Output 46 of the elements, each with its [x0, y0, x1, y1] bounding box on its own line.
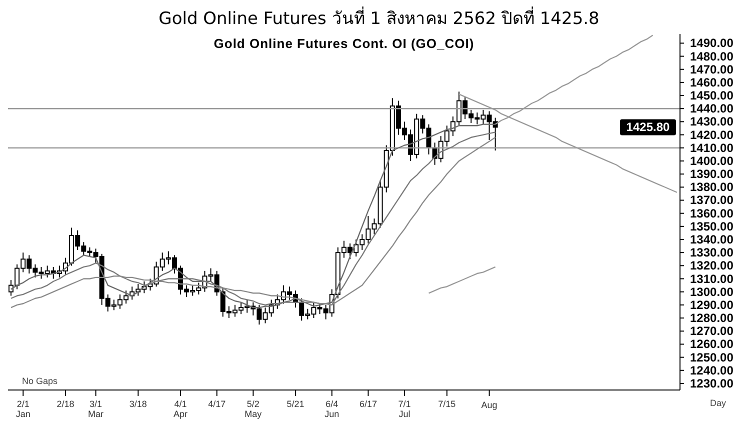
y-tick-label: 1250.00	[690, 350, 734, 364]
y-tick-label: 1480.00	[690, 49, 734, 64]
y-tick-label: 1390.00	[690, 167, 734, 182]
x-tick-label: 7/1 Jul	[398, 399, 411, 419]
y-tick-label: 1300.00	[690, 284, 734, 299]
x-tick-label: 3/18	[129, 399, 147, 409]
annotation: No Gaps	[22, 376, 58, 386]
chart-subtitle: Gold Online Futures Cont. OI (GO_COI)	[212, 36, 476, 51]
y-tick-label: 1400.00	[690, 154, 734, 168]
y-tick-label: 1410.00	[690, 140, 734, 155]
y-tick-label: 1320.00	[690, 258, 734, 273]
y-tick-label: 1270.00	[690, 324, 734, 338]
y-tick-label: 1490.00	[690, 36, 734, 50]
y-tick-label: 1380.00	[690, 180, 734, 194]
y-tick-label: 1460.00	[690, 75, 734, 90]
y-tick-label: 1310.00	[690, 272, 734, 286]
y-tick-label: 1260.00	[690, 337, 734, 352]
y-tick-label: 1450.00	[690, 88, 734, 103]
x-tick-label: 7/15	[438, 399, 456, 409]
chart-title: Gold Online Futures วันที่ 1 สิงหาคม 2562 ปิดที่ 1425.8	[158, 8, 600, 30]
annotation: 1425.80	[626, 120, 670, 134]
x-tick-label: 2/1 Jan	[16, 399, 30, 419]
y-tick-label: 1340.00	[690, 232, 734, 246]
text: Day	[710, 398, 726, 408]
y-tick-label: 1290.00	[690, 298, 734, 312]
y-tick-label: 1430.00	[690, 114, 734, 129]
y-tick-label: 1360.00	[690, 206, 734, 220]
x-tick-label: 5/2 May	[244, 399, 262, 419]
y-tick-label: 1240.00	[690, 363, 734, 378]
y-tick-label: 1230.00	[690, 376, 734, 390]
x-tick-label: 6/17	[359, 399, 377, 409]
y-tick-label: 1350.00	[690, 219, 734, 234]
x-tick-label: Aug	[481, 400, 498, 410]
y-tick-label: 1470.00	[690, 62, 734, 76]
x-tick-label: 5/21	[286, 399, 304, 409]
x-tick-label: 4/17	[208, 399, 226, 409]
y-tick-label: 1440.00	[690, 102, 734, 116]
y-tick-label: 1420.00	[690, 128, 734, 142]
x-tick-label: 6/4 Jun	[324, 399, 340, 419]
x-tick-label: 2/18	[56, 399, 74, 409]
y-tick-label: 1330.00	[690, 246, 734, 260]
line-series	[428, 266, 496, 294]
y-tick-label: 1370.00	[690, 193, 734, 208]
x-tick-label: 3/1 Mar	[88, 399, 104, 419]
x-tick-label: 4/1 Apr	[174, 399, 188, 419]
y-tick-label: 1280.00	[690, 311, 734, 326]
